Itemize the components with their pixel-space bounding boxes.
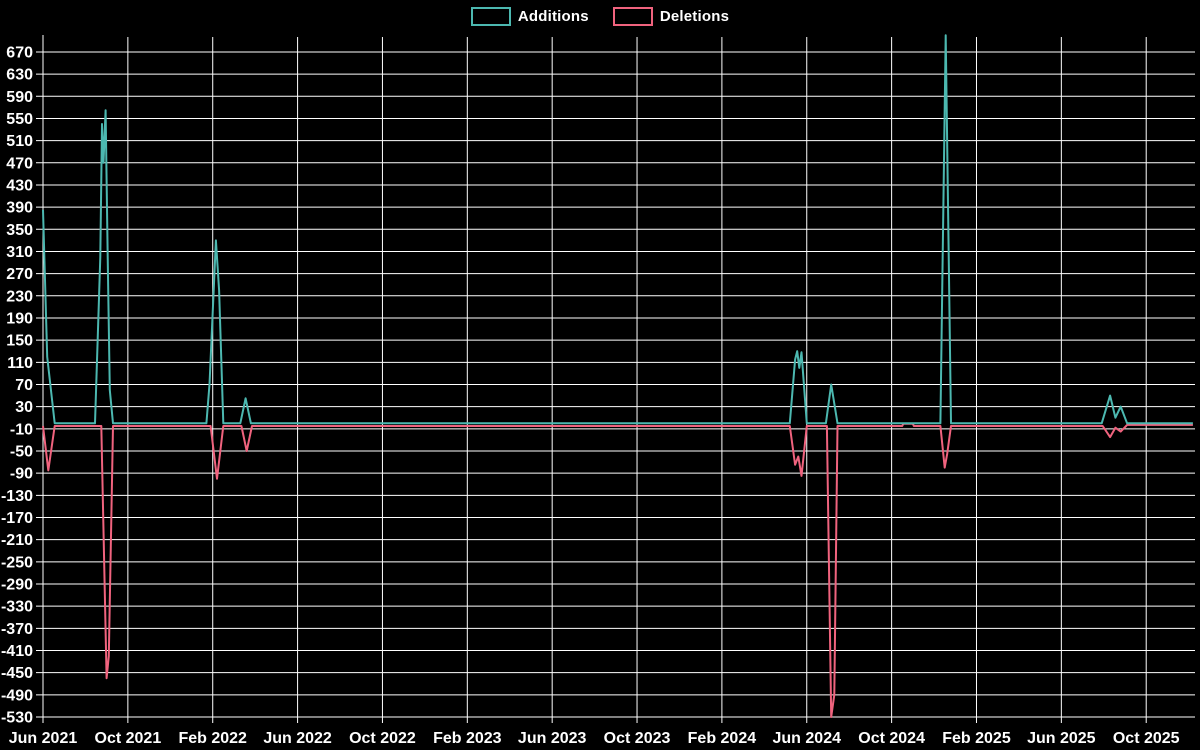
x-tick-label: Oct 2023	[604, 730, 671, 747]
y-tick-label: -250	[1, 554, 33, 571]
deletions-swatch-icon	[612, 7, 653, 26]
axis-labels: 670 630 590 550 510 470 430 390 350 310 270 230 190 1…	[1, 44, 1180, 747]
y-tick-label: 150	[6, 333, 33, 350]
legend-item-additions[interactable]: Additions	[470, 7, 589, 26]
x-tick-label: Jun 2022	[263, 730, 332, 747]
y-tick-label: -290	[1, 576, 33, 593]
y-tick-label: -10	[10, 421, 33, 438]
y-tick-label: 270	[6, 266, 33, 283]
series-line-deletions	[42, 422, 1193, 718]
y-tick-label: 430	[6, 177, 33, 194]
gridlines	[36, 35, 1195, 723]
legend-label-additions: Additions	[517, 8, 589, 25]
y-tick-label: -50	[10, 443, 33, 460]
legend-label-deletions: Deletions	[659, 8, 730, 25]
series-line-additions	[42, 34, 1193, 425]
x-tick-label: Jun 2021	[9, 730, 78, 747]
y-tick-label: -370	[1, 621, 33, 638]
y-tick-label: 310	[6, 244, 33, 261]
y-tick-label: 30	[15, 399, 33, 416]
x-tick-label: Oct 2024	[858, 730, 925, 747]
y-tick-label: 590	[6, 89, 33, 106]
y-tick-label: 110	[7, 355, 33, 372]
y-tick-label: -330	[1, 599, 33, 616]
y-tick-label: 630	[6, 67, 33, 84]
x-tick-label: Oct 2025	[1113, 730, 1180, 747]
y-tick-label: -130	[1, 488, 33, 505]
y-tick-label: 510	[6, 133, 33, 150]
x-tick-label: Feb 2023	[433, 730, 502, 747]
x-tick-label: Oct 2022	[349, 730, 416, 747]
y-tick-label: 70	[15, 377, 33, 394]
y-tick-label: 470	[6, 155, 33, 172]
y-tick-label: -210	[1, 532, 33, 549]
x-tick-label: Jun 2023	[518, 730, 587, 747]
legend-item-deletions[interactable]: Deletions	[612, 7, 730, 26]
y-tick-label: 550	[6, 111, 33, 128]
chart-legend: Additions Deletions	[0, 7, 1200, 26]
series-lines	[42, 34, 1193, 718]
x-tick-label: Feb 2025	[942, 730, 1011, 747]
y-tick-label: -90	[10, 466, 33, 483]
y-tick-label: -410	[1, 643, 33, 660]
y-tick-label: 230	[6, 288, 33, 305]
x-tick-label: Feb 2024	[688, 730, 757, 747]
y-tick-label: 350	[6, 222, 33, 239]
x-tick-label: Oct 2021	[95, 730, 162, 747]
y-tick-label: -170	[1, 510, 33, 527]
x-tick-label: Jun 2024	[773, 730, 842, 747]
y-tick-label: -490	[1, 687, 33, 704]
additions-swatch-icon	[470, 7, 511, 26]
x-tick-label: Jun 2025	[1027, 730, 1096, 747]
y-tick-label: 190	[6, 310, 33, 327]
y-tick-label: -450	[1, 665, 33, 682]
y-tick-label: -530	[1, 710, 33, 727]
x-tick-label: Feb 2022	[178, 730, 247, 747]
y-tick-label: 390	[6, 200, 33, 217]
y-tick-label: 670	[6, 44, 33, 61]
